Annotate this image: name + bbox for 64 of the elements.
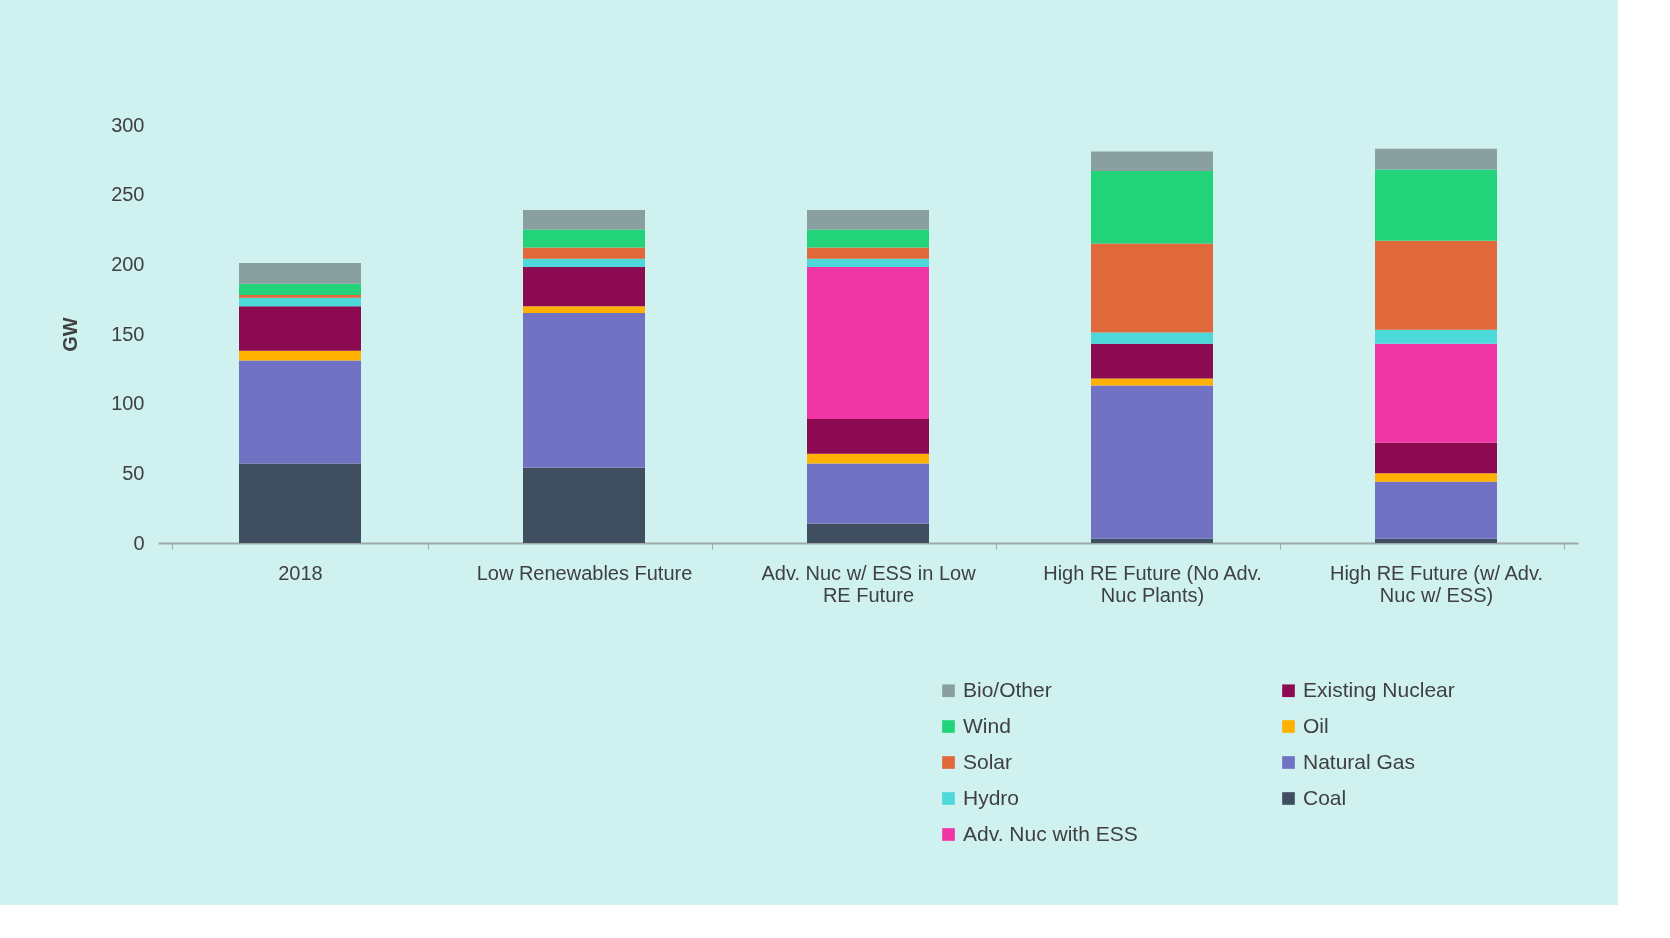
bar <box>807 258 929 268</box>
legend-label: Coal <box>1303 785 1347 809</box>
bar <box>1375 329 1497 344</box>
legend-label: Hydro <box>963 785 1020 809</box>
bar <box>239 294 361 298</box>
legend-label: Wind <box>963 713 1011 737</box>
bar <box>807 247 929 259</box>
bar <box>523 229 645 248</box>
legend-label: Existing Nuclear <box>1303 677 1455 701</box>
bar <box>807 229 929 248</box>
bar <box>807 267 929 419</box>
bar <box>807 418 929 454</box>
x-tick-label: 2018 <box>278 561 323 584</box>
bar <box>1375 473 1497 482</box>
bar <box>807 209 929 230</box>
legend-label: Adv. Nuc with ESS <box>963 821 1138 845</box>
x-tick-label: Adv. Nuc w/ ESS in Low RE Future <box>761 561 977 606</box>
legend-label: Natural Gas <box>1303 749 1416 773</box>
bar <box>1375 343 1497 443</box>
bar <box>239 297 361 307</box>
y-tick-label: 0 <box>133 531 145 554</box>
bar <box>523 258 645 268</box>
bar <box>239 262 361 284</box>
bar <box>523 306 645 314</box>
y-axis-title: GW <box>59 317 82 352</box>
bar <box>239 360 361 464</box>
legend-label: Solar <box>963 749 1013 773</box>
bar <box>1091 243 1213 333</box>
bar <box>523 209 645 230</box>
bar <box>523 467 645 543</box>
bar <box>1375 442 1497 474</box>
y-tick-label: 150 <box>111 322 145 345</box>
bar <box>1091 332 1213 344</box>
y-tick-label: 250 <box>111 183 145 206</box>
bar <box>1375 240 1497 330</box>
x-tick-label: High RE Future (w/ Adv. Nuc w/ ESS) <box>1329 561 1544 606</box>
bar <box>807 463 929 524</box>
bar <box>1091 151 1213 171</box>
bar <box>1375 169 1497 241</box>
legend-label: Bio/Other <box>963 677 1052 701</box>
bar <box>239 350 361 361</box>
bar <box>239 463 361 543</box>
bar <box>1375 148 1497 170</box>
y-tick-label: 200 <box>111 252 145 275</box>
x-tick-label: High RE Future (No Adv. Nuc Plants) <box>1043 561 1262 606</box>
bar <box>1375 481 1497 539</box>
legend-label: Oil <box>1303 713 1329 737</box>
y-tick-label: 100 <box>111 392 145 415</box>
x-tick-label: Low Renewables Future <box>476 561 693 584</box>
bar <box>1091 385 1213 539</box>
bar <box>807 453 929 464</box>
bar <box>523 247 645 259</box>
y-tick-label: 300 <box>111 113 145 136</box>
y-tick-label: 50 <box>122 461 145 484</box>
bar <box>1091 170 1213 244</box>
bar <box>523 313 645 468</box>
bar <box>1091 378 1213 386</box>
bar <box>1091 538 1213 543</box>
bar <box>239 306 361 351</box>
bar <box>1091 343 1213 379</box>
bar <box>1375 538 1497 543</box>
bar <box>807 523 929 543</box>
bar <box>523 267 645 307</box>
bar <box>239 283 361 295</box>
